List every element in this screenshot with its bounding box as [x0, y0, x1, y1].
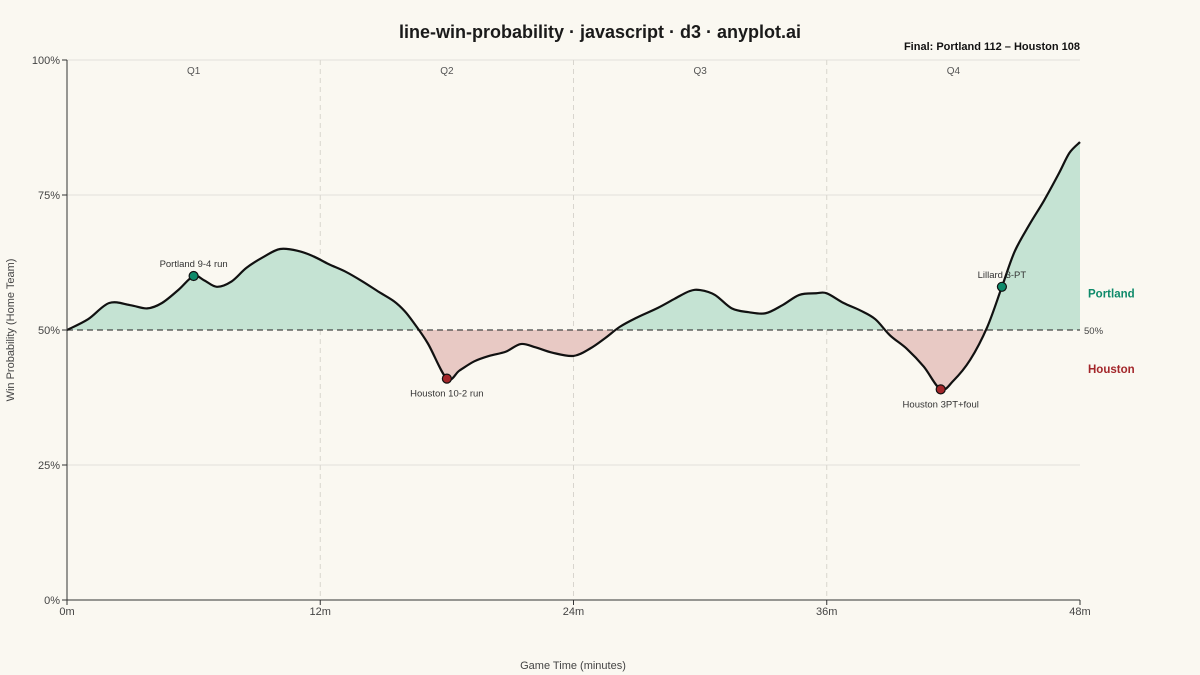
annotation-label: Portland 9-4 run [160, 259, 228, 270]
probability-fill-areas [67, 142, 1080, 390]
chart-labels: Q1 Q2 Q3 Q4 Portland 9-4 run Houston 10-2 run… [160, 66, 1027, 410]
x-tick-label: 24m [563, 606, 584, 618]
home-team-label: Portland [1088, 289, 1135, 301]
reference-line-label: 50% [1084, 326, 1104, 337]
chart-subtitle: Final: Portland 112 – Houston 108 [904, 41, 1080, 53]
x-tick-label: 36m [816, 606, 837, 618]
quarter-label: Q4 [947, 66, 961, 77]
y-tick-label: 0% [44, 595, 60, 607]
annotation-marker [441, 373, 452, 384]
quarter-label: Q2 [440, 66, 454, 77]
away-advantage-area [67, 330, 1080, 390]
x-axis-label: Game Time (minutes) [520, 660, 626, 672]
annotation-label: Houston 10-2 run [410, 389, 483, 400]
away-team-label: Houston [1088, 364, 1135, 376]
chart-title: line-win-probability · javascript · d3 ·… [399, 22, 801, 42]
quarter-label: Q3 [693, 66, 707, 77]
x-tick-label: 12m [310, 606, 331, 618]
y-axis-label: Win Probability (Home Team) [5, 259, 17, 402]
annotation-marker [188, 270, 199, 282]
x-tick-label: 0m [59, 606, 74, 618]
y-tick-label: 25% [38, 460, 60, 472]
y-tick-label: 75% [38, 190, 60, 202]
annotation-marker [996, 281, 1008, 292]
quarter-label: Q1 [187, 66, 201, 77]
annotation-marker [935, 384, 946, 395]
win-probability-line [66, 141, 1081, 391]
axes: 0% 25% 50% 75% 100% 0m 12m 24m 36m 48m [32, 55, 1091, 618]
x-tick-label: 48m [1069, 606, 1090, 618]
y-tick-label: 100% [32, 55, 60, 67]
home-advantage-area [67, 142, 1080, 330]
annotation-label: Lillard 3-PT [978, 270, 1027, 281]
y-tick-label: 50% [38, 325, 60, 337]
annotation-label: Houston 3PT+foul [903, 399, 979, 410]
